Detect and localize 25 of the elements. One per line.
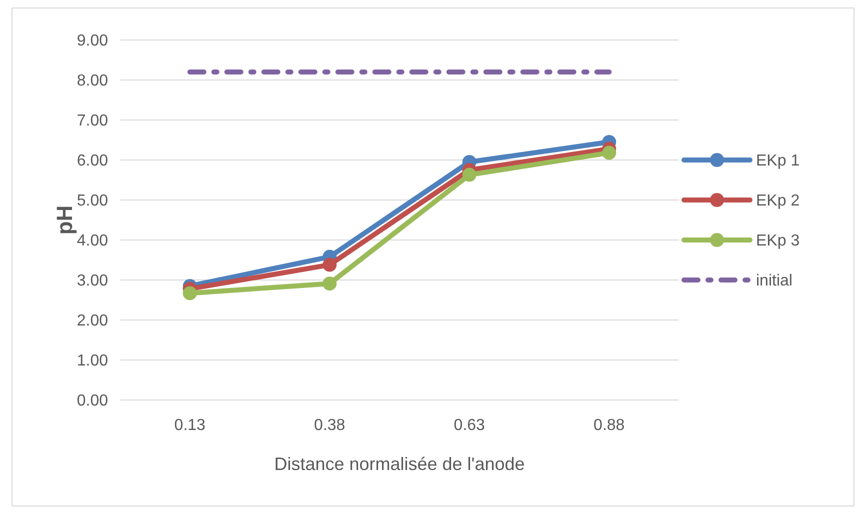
point: [182, 286, 197, 300]
y-tick-label: 4.00: [76, 232, 108, 250]
y-tick-label: 0.00: [76, 392, 108, 410]
legend-label: EKp 2: [756, 192, 800, 210]
y-tick-label: 8.00: [76, 72, 108, 90]
y-tick-label: 3.00: [76, 272, 108, 290]
point: [462, 168, 476, 182]
x-axis-title: Distance normalisée de l'anode: [274, 454, 525, 474]
x-tick-label: 0.88: [594, 417, 625, 434]
y-axis-title: pH: [52, 205, 77, 235]
legend-label: initial: [756, 272, 792, 290]
x-tick-label: 0.13: [174, 417, 206, 434]
point: [322, 276, 337, 291]
legend-label: EKp 1: [756, 152, 800, 170]
y-tick-label: 2.00: [76, 312, 108, 330]
point: [602, 146, 616, 160]
y-tick-label: 1.00: [76, 352, 108, 370]
y-tick-label: 9.00: [76, 32, 108, 50]
y-tick-label: 6.00: [76, 152, 108, 170]
point: [322, 258, 337, 272]
legend-label: EKp 3: [756, 232, 800, 250]
x-tick-label: 0.38: [314, 417, 346, 434]
x-tick-label: 0.63: [454, 417, 486, 434]
y-tick-label: 7.00: [76, 112, 108, 130]
y-tick-label: 5.00: [76, 192, 108, 210]
